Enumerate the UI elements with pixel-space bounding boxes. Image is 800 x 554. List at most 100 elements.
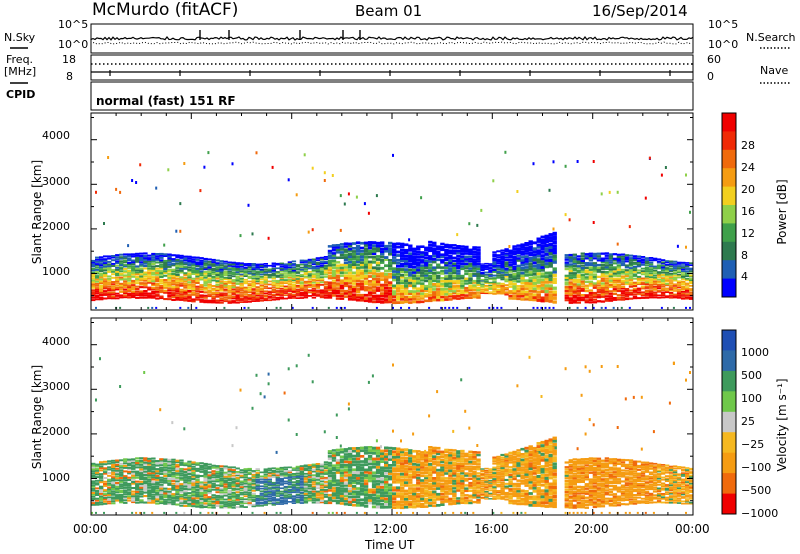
echo-cell [99, 463, 104, 466]
echo-cell [311, 263, 317, 266]
echo-cell [432, 249, 437, 253]
echo-cell [203, 496, 208, 499]
echo-cell [576, 276, 581, 279]
echo-cell [388, 497, 393, 501]
echo-cell [95, 275, 100, 278]
echo-cell [664, 263, 670, 266]
echo-cell [484, 289, 489, 292]
echo-cell [500, 249, 505, 252]
echo-cell [544, 289, 549, 293]
echo-cell [167, 479, 172, 482]
echo-cell [628, 293, 634, 296]
echo-cell [668, 274, 674, 277]
echo-cell [227, 280, 232, 283]
echo-cell [159, 462, 164, 465]
echo-cell [335, 469, 341, 472]
echo-cell [420, 489, 425, 493]
echo-cell [540, 263, 545, 267]
echo-cell [215, 262, 220, 265]
echo-cell [689, 285, 694, 287]
echo-cell [600, 274, 606, 278]
echo-cell [119, 253, 124, 256]
echo-cell [239, 301, 244, 303]
echo-cell [400, 453, 405, 456]
echo-cell [223, 489, 228, 491]
echo-cell [303, 472, 309, 475]
echo-cell [584, 280, 589, 284]
echo-cell [367, 479, 373, 483]
echo-cell [235, 277, 240, 280]
echo-cell [159, 261, 164, 264]
echo-cell [183, 500, 188, 503]
echo-cell [211, 472, 216, 475]
echo-cell [416, 282, 421, 285]
echo-cell [552, 231, 557, 236]
echo-cell [179, 288, 184, 291]
echo-cell [500, 266, 505, 269]
echo-cell [400, 506, 405, 510]
echo-cell [616, 253, 622, 256]
echo-cell [416, 453, 421, 456]
echo-cell [351, 495, 357, 499]
echo-cell [592, 262, 598, 265]
scatter-pixel [536, 306, 539, 309]
echo-cell [223, 494, 228, 497]
echo-cell [111, 283, 116, 286]
echo-cell [444, 284, 449, 288]
echo-cell [139, 499, 144, 502]
echo-cell [504, 280, 509, 283]
echo-cell [476, 270, 481, 273]
echo-cell [267, 293, 272, 296]
echo-cell [528, 270, 533, 274]
echo-cell [287, 474, 293, 477]
echo-cell [195, 287, 200, 290]
echo-cell [123, 484, 128, 487]
echo-cell [319, 463, 325, 466]
echo-cell [512, 255, 517, 259]
echo-cell [291, 291, 297, 294]
echo-cell [199, 504, 204, 507]
echo-cell [135, 460, 140, 463]
echo-cell [644, 294, 650, 297]
scatter-pixel [628, 306, 631, 309]
echo-cell [215, 285, 220, 288]
echo-cell [331, 246, 337, 249]
echo-cell [111, 289, 116, 291]
echo-cell [311, 495, 317, 498]
echo-cell [488, 267, 493, 269]
echo-cell [660, 287, 666, 290]
echo-cell [119, 501, 124, 504]
echo-cell [331, 294, 337, 297]
echo-cell [175, 497, 180, 500]
echo-cell [672, 267, 678, 270]
echo-cell [135, 275, 140, 278]
echo-cell [243, 471, 248, 473]
echo-cell [303, 465, 309, 468]
echo-cell [203, 268, 208, 271]
echo-cell [211, 293, 216, 296]
echo-cell [223, 267, 228, 269]
echo-cell [544, 249, 549, 253]
echo-cell [123, 477, 128, 479]
echo-cell [660, 266, 666, 269]
echo-cell [115, 282, 120, 285]
echo-cell [616, 277, 622, 280]
echo-cell [119, 480, 124, 483]
echo-cell [267, 467, 272, 470]
echo-cell [135, 278, 140, 281]
echo-cell [404, 251, 409, 255]
echo-cell [331, 476, 337, 480]
scatter-pixel [287, 367, 290, 371]
echo-cell [143, 487, 148, 490]
echo-cell [111, 265, 116, 267]
echo-cell [420, 455, 425, 459]
echo-cell [115, 482, 120, 484]
echo-cell [303, 259, 309, 262]
echo-cell [287, 490, 293, 493]
echo-cell [572, 278, 577, 282]
echo-cell [343, 261, 349, 265]
echo-cell [311, 464, 317, 467]
echo-cell [239, 493, 244, 496]
echo-cell [311, 258, 317, 261]
echo-cell [227, 482, 232, 484]
